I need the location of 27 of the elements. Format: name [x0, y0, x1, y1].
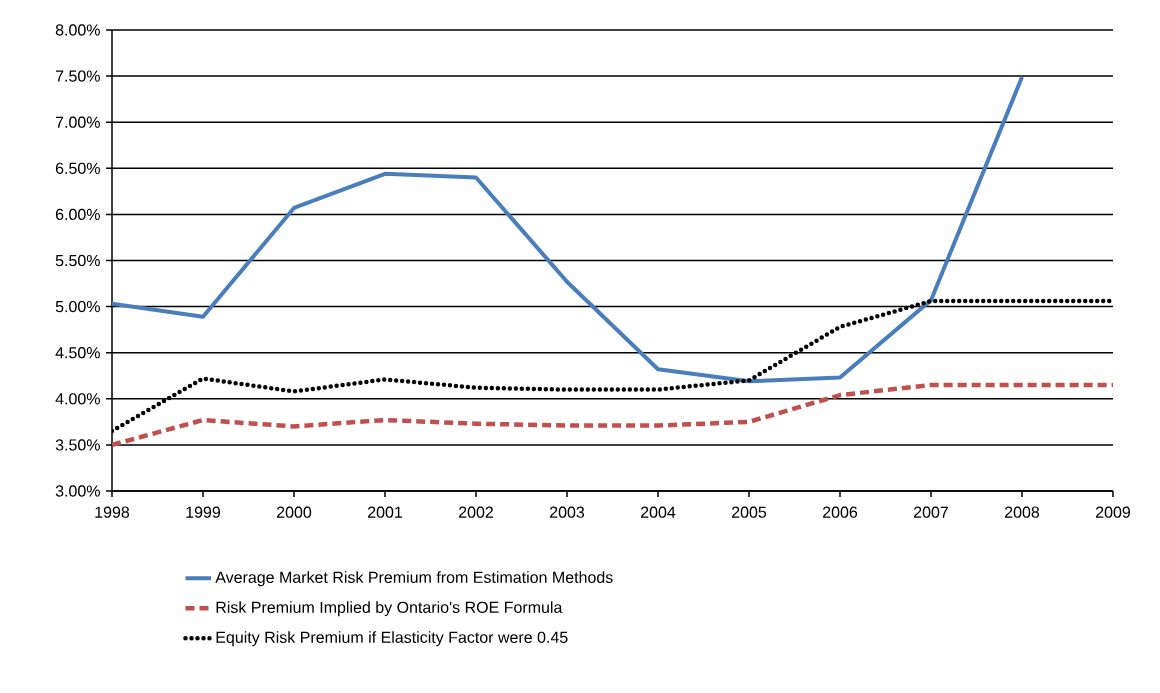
- x-tick-label: 2004: [641, 506, 676, 518]
- x-tick-label: 2007: [914, 506, 948, 518]
- x-tick-label: 2002: [459, 506, 493, 518]
- y-tick-label: 6.00%: [55, 208, 100, 221]
- y-tick-label: 5.50%: [55, 254, 100, 267]
- x-tick-label: 2001: [368, 506, 403, 518]
- y-tick-label: 8.00%: [55, 24, 100, 36]
- y-tick-label: 3.50%: [55, 439, 100, 451]
- x-tick-label: 2009: [1096, 506, 1131, 518]
- y-tick-label: 7.50%: [55, 70, 100, 82]
- y-tick-label: 3.00%: [55, 485, 100, 497]
- x-tick-label: 2000: [277, 506, 312, 518]
- x-tick-label: 2005: [732, 506, 767, 518]
- legend-label: Risk Premium Implied by Ontario's ROE Formula: [216, 601, 563, 617]
- x-tick-label: 2008: [1005, 506, 1040, 518]
- legend-label: Equity Risk Premium if Elasticity Factor were 0.45: [216, 631, 568, 647]
- x-tick-label: 1999: [186, 506, 221, 518]
- y-tick-label: 4.50%: [55, 347, 100, 359]
- x-tick-label: 2006: [823, 506, 858, 518]
- x-tick-label: 2003: [550, 506, 585, 518]
- y-tick-label: 6.50%: [55, 162, 100, 174]
- line-series: [112, 75, 1024, 384]
- legend-label: Average Market Risk Premium from Estimation Methods: [215, 571, 613, 587]
- y-tick-label: 7.00%: [55, 116, 100, 128]
- x-tick-label: 1998: [95, 506, 130, 518]
- y-tick-label: 4.00%: [55, 393, 100, 405]
- y-tick-label: 5.00%: [55, 300, 100, 313]
